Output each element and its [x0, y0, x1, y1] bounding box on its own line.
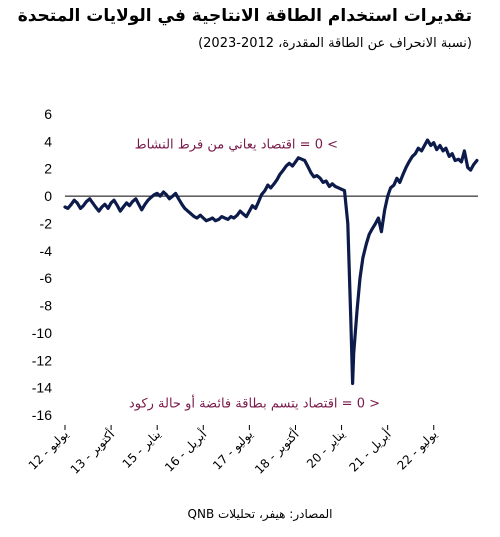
y-tick-label: -16 — [32, 407, 52, 423]
y-tick-label: 0 — [44, 188, 52, 204]
y-tick-label: -12 — [32, 352, 52, 368]
y-tick-label: -8 — [40, 298, 53, 314]
source-note: المصادر: هيفر، تحليلات QNB — [187, 507, 333, 521]
x-tick-label: أبريل - 16 — [161, 427, 210, 476]
x-tick-label: يوليو - 22 — [394, 427, 440, 473]
x-tick-label: أكتوبر - 13 — [67, 427, 118, 478]
y-axis-ticks: 6 4 2 0 -2 -4 -6 -8 -10 -12 -14 -16 — [32, 106, 52, 423]
chart-title: تقديرات استخدام الطاقة الانتاجية في الول… — [17, 6, 472, 26]
y-tick-label: 4 — [44, 133, 52, 149]
y-tick-label: 6 — [44, 106, 52, 122]
x-tick-label: أبريل - 21 — [346, 427, 395, 476]
y-tick-label: 2 — [44, 161, 52, 177]
chart-subtitle: (نسبة الانحراف عن الطاقة المقدرة، 2012-2… — [198, 36, 472, 51]
x-tick-label: يوليو - 17 — [210, 427, 256, 473]
y-tick-label: -10 — [32, 325, 52, 341]
annotation-overheating: > 0 = اقتصاد يعاني من فرط النشاط — [135, 137, 338, 152]
x-tick-label: يناير - 20 — [304, 427, 348, 471]
y-tick-label: -4 — [40, 243, 53, 259]
x-tick-label: أكتوبر - 18 — [251, 427, 302, 478]
annotation-slack: < 0 = اقتصاد يتسم بطاقة فائضة أو حالة رك… — [129, 394, 380, 411]
y-tick-label: -6 — [40, 270, 53, 286]
x-tick-label: يناير - 15 — [120, 427, 164, 471]
y-tick-label: -2 — [40, 215, 53, 231]
series-line — [63, 138, 479, 386]
y-tick-label: -14 — [32, 380, 52, 396]
x-tick-label: يوليو - 12 — [26, 427, 72, 473]
